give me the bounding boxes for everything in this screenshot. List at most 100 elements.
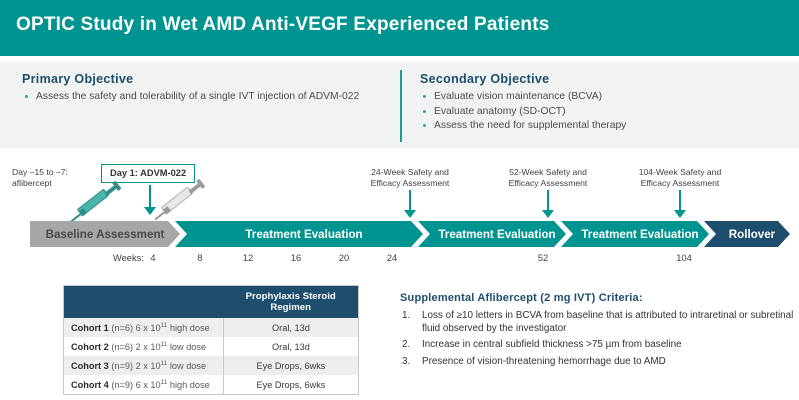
cohort-name: Cohort 2 [71,342,109,353]
primary-objective-list: Assess the safety and tolerability of a … [22,90,382,104]
bullet-dot-icon [423,109,426,113]
phase-label: Treatment Evaluation [245,227,363,241]
primary-objective-heading: Primary Objective [22,72,134,86]
cohort-table-head: Prophylaxis Steroid Regimen [63,285,359,318]
table-row: Cohort 2 (n=6) 2 x 1011 low dose Oral, 1… [63,337,359,357]
cohort-dose-exponent: 11 [160,360,168,368]
phase-chevron-treatment-3: Treatment Evaluation [561,221,709,247]
week-tick: 20 [338,253,350,263]
cohort-name: Cohort 1 [71,323,109,334]
cohort-cell: Cohort 2 (n=6) 2 x 1011 low dose [63,337,224,357]
cohort-dose: 6 x 10 [135,323,161,334]
phase-chevron-rollover: Rollover [704,221,790,247]
cohort-n: (n=6) [111,323,134,334]
phase-label: Treatment Evaluation [438,227,556,241]
week-tick: 4 [150,253,156,263]
cohort-dose-exponent: 11 [160,379,168,387]
timeline-phase-band: Baseline Assessment Treatment Evaluation… [0,221,799,247]
week-tick: 8 [197,253,203,263]
syringe-advm022-icon [154,178,206,220]
callout-day-minus15: Day –15 to –7: aflibercept [12,167,68,188]
cohort-n: (n=6) [111,342,134,353]
cohort-dose-level: low dose [169,342,207,353]
bullet-dot-icon [25,95,28,98]
arrow-down-week52-icon [541,190,555,218]
list-item: 3. Presence of vision-threatening hemorr… [402,356,794,369]
cohort-n: (n=9) [111,361,134,372]
arrow-down-day1-icon [143,185,157,215]
column-header-regimen: Prophylaxis Steroid Regimen [223,285,359,318]
list-item: 2. Increase in central subfield thicknes… [402,339,794,352]
bullet-dot-icon [423,95,426,98]
secondary-objective-heading: Secondary Objective [420,72,550,86]
cohort-dose-exponent: 11 [160,341,168,349]
table-row: Cohort 1 (n=6) 6 x 1011 high dose Oral, … [63,318,359,338]
cohort-cell: Cohort 3 (n=9) 2 x 1011 low dose [63,356,224,376]
cohort-dose-level: low dose [169,361,207,372]
callout-week104: 104-Week Safety and Efficacy Assessment [638,167,722,188]
secondary-bullet-text: Assess the need for supplemental therapy [434,120,627,131]
weeks-axis-label: Weeks: [113,253,144,263]
week-tick: 24 [386,253,398,263]
cohort-cell: Cohort 4 (n=9) 6 x 1011 high dose [63,375,224,395]
cohort-dose-level: high dose [169,380,210,391]
phase-chevron-baseline: Baseline Assessment [30,221,180,247]
secondary-objective-block: Secondary Objective Evaluate vision main… [420,72,790,134]
arrow-down-week24-icon [403,190,417,218]
criteria-text: Increase in central subfield thickness >… [422,339,682,351]
list-item: Assess the safety and tolerability of a … [22,90,382,104]
cohort-dose-level: high dose [169,323,210,334]
phase-label: Treatment Evaluation [581,227,699,241]
bullet-dot-icon [423,124,426,127]
column-header-cohort [63,285,224,318]
table-row: Cohort 3 (n=9) 2 x 1011 low dose Eye Dro… [63,356,359,376]
table-header-row: Prophylaxis Steroid Regimen [63,285,359,318]
callout-day1-box: Day 1: ADVM-022 [101,164,196,183]
primary-objective-block: Primary Objective Assess the safety and … [22,72,382,105]
regimen-cell: Eye Drops, 6wks [222,375,359,395]
list-item: Evaluate anatomy (SD-OCT) [420,105,790,119]
table-row: Cohort 4 (n=9) 6 x 1011 high dose Eye Dr… [63,375,359,395]
cohort-table-body: Cohort 1 (n=6) 6 x 1011 high dose Oral, … [63,318,359,395]
callout-week24: 24-Week Safety and Efficacy Assessment [370,167,450,188]
week-tick: 12 [242,253,254,263]
cohort-dose: 2 x 10 [135,361,161,372]
criteria-number: 1. [402,310,411,321]
phase-chevron-treatment-1: Treatment Evaluation [175,221,423,247]
regimen-cell: Oral, 13d [222,337,359,357]
criteria-number: 3. [402,355,411,367]
secondary-objective-list: Evaluate vision maintenance (BCVA) Evalu… [420,90,790,133]
cohort-dose: 2 x 10 [135,342,161,353]
week-tick: 104 [676,253,692,263]
criteria-text: Presence of vision-threatening hemorrhag… [422,355,666,367]
arrow-down-week104-icon [673,190,687,218]
week-tick: 16 [290,253,302,263]
primary-bullet-text: Assess the safety and tolerability of a … [36,91,360,102]
page-title: OPTIC Study in Wet AMD Anti-VEGF Experie… [16,14,550,35]
criteria-heading: Supplemental Aflibercept (2 mg IVT) Crit… [400,292,643,304]
phase-label: Baseline Assessment [45,227,165,241]
slide-header: OPTIC Study in Wet AMD Anti-VEGF Experie… [0,0,799,56]
cohort-table: Prophylaxis Steroid Regimen Cohort 1 (n=… [63,285,359,396]
cohort-n: (n=9) [111,380,134,391]
criteria-text: Loss of ≥10 letters in BCVA from baselin… [422,310,794,334]
regimen-cell: Oral, 13d [222,318,359,338]
week-tick: 52 [537,253,549,263]
phase-label: Rollover [728,227,776,241]
cohort-name: Cohort 3 [71,361,109,372]
regimen-cell: Eye Drops, 6wks [222,356,359,376]
secondary-bullet-text: Evaluate anatomy (SD-OCT) [434,105,566,117]
cohort-cell: Cohort 1 (n=6) 6 x 1011 high dose [63,318,224,338]
criteria-number: 2. [402,339,411,351]
list-item: Assess the need for supplemental therapy [420,119,790,133]
list-item: 1. Loss of ≥10 letters in BCVA from base… [402,310,794,335]
secondary-bullet-text: Evaluate vision maintenance (BCVA) [434,91,603,102]
syringe-aflibercept-icon [70,180,122,222]
objectives-panel [0,62,799,148]
criteria-list: 1. Loss of ≥10 letters in BCVA from base… [402,310,794,372]
list-item: Evaluate vision maintenance (BCVA) [420,90,790,104]
cohort-dose: 6 x 10 [135,380,161,391]
objectives-divider [400,70,402,142]
phase-chevron-treatment-2: Treatment Evaluation [418,221,566,247]
